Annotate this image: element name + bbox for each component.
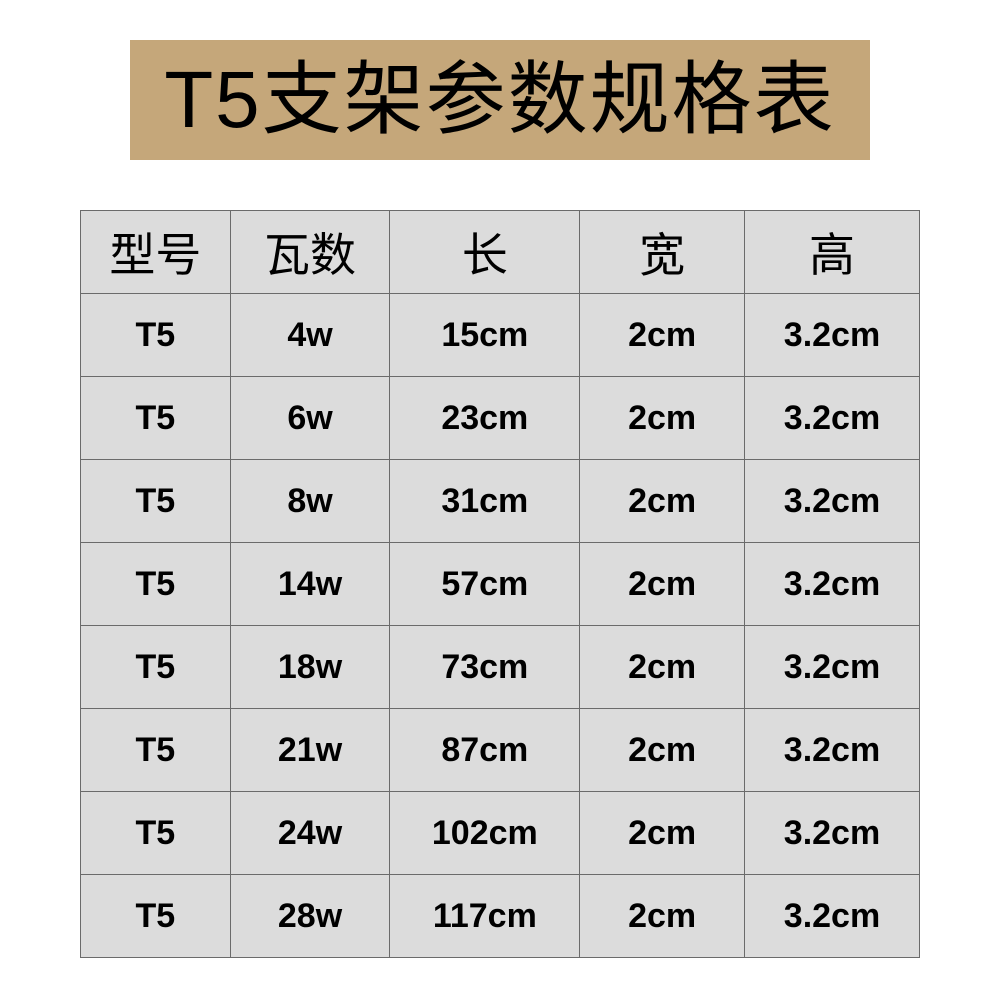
cell-watts: 18w bbox=[230, 626, 390, 709]
cell-watts: 8w bbox=[230, 460, 390, 543]
cell-height: 3.2cm bbox=[744, 875, 919, 958]
table-row: T5 4w 15cm 2cm 3.2cm bbox=[81, 294, 920, 377]
cell-model: T5 bbox=[81, 543, 231, 626]
cell-height: 3.2cm bbox=[744, 460, 919, 543]
col-header-length: 长 bbox=[390, 211, 580, 294]
cell-length: 102cm bbox=[390, 792, 580, 875]
col-header-height: 高 bbox=[744, 211, 919, 294]
cell-model: T5 bbox=[81, 709, 231, 792]
cell-height: 3.2cm bbox=[744, 709, 919, 792]
cell-width: 2cm bbox=[580, 709, 745, 792]
page-title: T5支架参数规格表 bbox=[164, 60, 835, 140]
cell-length: 57cm bbox=[390, 543, 580, 626]
cell-model: T5 bbox=[81, 792, 231, 875]
cell-length: 15cm bbox=[390, 294, 580, 377]
cell-model: T5 bbox=[81, 460, 231, 543]
cell-width: 2cm bbox=[580, 460, 745, 543]
cell-length: 23cm bbox=[390, 377, 580, 460]
cell-model: T5 bbox=[81, 626, 231, 709]
table-row: T5 8w 31cm 2cm 3.2cm bbox=[81, 460, 920, 543]
cell-length: 87cm bbox=[390, 709, 580, 792]
cell-watts: 6w bbox=[230, 377, 390, 460]
cell-height: 3.2cm bbox=[744, 294, 919, 377]
table-row: T5 14w 57cm 2cm 3.2cm bbox=[81, 543, 920, 626]
cell-width: 2cm bbox=[580, 626, 745, 709]
cell-width: 2cm bbox=[580, 543, 745, 626]
title-bar: T5支架参数规格表 bbox=[130, 40, 870, 160]
table-header-row: 型号 瓦数 长 宽 高 bbox=[81, 211, 920, 294]
cell-height: 3.2cm bbox=[744, 626, 919, 709]
table-row: T5 18w 73cm 2cm 3.2cm bbox=[81, 626, 920, 709]
col-header-watts: 瓦数 bbox=[230, 211, 390, 294]
table-row: T5 24w 102cm 2cm 3.2cm bbox=[81, 792, 920, 875]
spec-table: 型号 瓦数 长 宽 高 T5 4w 15cm 2cm 3.2cm T5 6w 2… bbox=[80, 210, 920, 958]
table-row: T5 28w 117cm 2cm 3.2cm bbox=[81, 875, 920, 958]
cell-width: 2cm bbox=[580, 294, 745, 377]
cell-length: 73cm bbox=[390, 626, 580, 709]
table-row: T5 21w 87cm 2cm 3.2cm bbox=[81, 709, 920, 792]
cell-watts: 24w bbox=[230, 792, 390, 875]
cell-watts: 14w bbox=[230, 543, 390, 626]
cell-watts: 28w bbox=[230, 875, 390, 958]
cell-model: T5 bbox=[81, 377, 231, 460]
cell-length: 31cm bbox=[390, 460, 580, 543]
cell-height: 3.2cm bbox=[744, 792, 919, 875]
cell-watts: 4w bbox=[230, 294, 390, 377]
cell-height: 3.2cm bbox=[744, 543, 919, 626]
table-row: T5 6w 23cm 2cm 3.2cm bbox=[81, 377, 920, 460]
cell-watts: 21w bbox=[230, 709, 390, 792]
col-header-model: 型号 bbox=[81, 211, 231, 294]
col-header-width: 宽 bbox=[580, 211, 745, 294]
cell-model: T5 bbox=[81, 875, 231, 958]
cell-width: 2cm bbox=[580, 875, 745, 958]
page: { "title": "T5支架参数规格表", "table": { "type… bbox=[0, 0, 1000, 1000]
cell-length: 117cm bbox=[390, 875, 580, 958]
cell-width: 2cm bbox=[580, 377, 745, 460]
cell-height: 3.2cm bbox=[744, 377, 919, 460]
cell-width: 2cm bbox=[580, 792, 745, 875]
cell-model: T5 bbox=[81, 294, 231, 377]
